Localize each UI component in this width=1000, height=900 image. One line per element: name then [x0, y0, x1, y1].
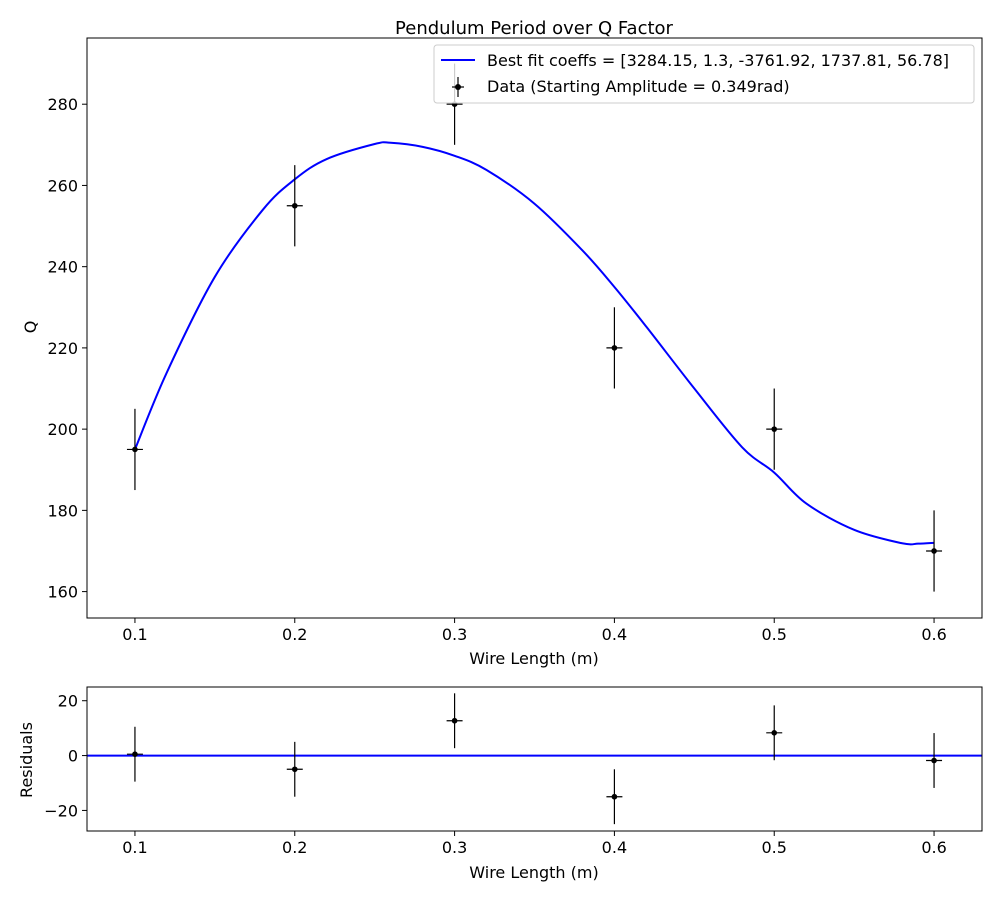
residual-x-tick-label: 0.5 — [762, 838, 787, 857]
residuals-plot: 0.1 0.2 0.3 0.4 0.5 0.6 −20 0 20 Wire Length (m)… — [17, 686, 983, 882]
main-y-tick-label: 160 — [47, 583, 78, 602]
main-data-point — [771, 426, 778, 432]
main-y-tick-label: 240 — [47, 258, 78, 277]
main-y-tick-label: 220 — [47, 339, 78, 358]
residuals-plot-ticks: 0.1 0.2 0.3 0.4 0.5 0.6 −20 0 20 — [44, 692, 947, 857]
main-y-tick-label: 180 — [47, 501, 78, 520]
residual-data-point — [771, 730, 778, 736]
residual-x-tick-label: 0.3 — [442, 838, 467, 857]
residuals-plot-data-points-group — [126, 693, 943, 825]
main-data-point — [132, 446, 138, 453]
main-x-tick-label: 0.1 — [122, 625, 147, 644]
residual-y-tick-label: 0 — [68, 747, 78, 766]
residual-data-point — [931, 757, 937, 764]
residual-data-point — [291, 766, 298, 773]
main-data-point — [291, 202, 298, 209]
main-x-tick-label: 0.6 — [921, 625, 946, 644]
residual-x-tick-label: 0.4 — [602, 838, 627, 857]
residual-y-tick-label: 20 — [58, 692, 78, 711]
main-plot-fit-line-group — [134, 141, 935, 546]
best-fit-curve — [134, 141, 935, 546]
main-plot-ticks: 0.1 0.2 0.3 0.4 0.5 0.6 160 180 200 220 240 260 280 — [47, 95, 946, 644]
main-x-tick-label: 0.2 — [282, 625, 307, 644]
main-plot-legend: Best fit coeffs = [3284.15, 1.3, -3761.9… — [433, 44, 975, 104]
main-plot: Pendulum Period over Q Factor 0.1 0.2 0.3 0… — [21, 18, 983, 668]
residual-x-tick-label: 0.6 — [921, 838, 946, 857]
main-plot-title: Pendulum Period over Q Factor — [395, 18, 673, 39]
legend-data-label: Data (Starting Amplitude = 0.349rad) — [487, 77, 790, 96]
main-data-point — [931, 548, 937, 554]
residuals-plot-y-label: Residuals — [17, 722, 36, 798]
residual-x-tick-label: 0.1 — [122, 838, 147, 857]
legend-box — [433, 44, 975, 104]
main-x-tick-label: 0.5 — [762, 625, 787, 644]
residuals-plot-x-label: Wire Length (m) — [469, 863, 598, 882]
main-plot-data-points-group — [126, 63, 943, 592]
residual-y-tick-label: −20 — [44, 801, 78, 820]
residual-data-point — [132, 751, 138, 757]
residual-data-point — [451, 717, 458, 724]
legend-data-marker — [455, 84, 461, 90]
residuals-plot-frame — [86, 686, 983, 832]
main-x-tick-label: 0.3 — [442, 625, 467, 644]
residual-data-point — [611, 793, 618, 800]
main-plot-x-label: Wire Length (m) — [469, 649, 598, 668]
main-data-point — [611, 345, 618, 351]
main-y-tick-label: 200 — [47, 420, 78, 439]
main-y-tick-label: 280 — [47, 95, 78, 114]
main-plot-y-label: Q — [21, 321, 40, 334]
main-y-tick-label: 260 — [47, 176, 78, 195]
main-plot-frame — [86, 37, 983, 619]
main-x-tick-label: 0.4 — [602, 625, 627, 644]
legend-fit-label: Best fit coeffs = [3284.15, 1.3, -3761.9… — [487, 51, 949, 70]
residual-x-tick-label: 0.2 — [282, 838, 307, 857]
